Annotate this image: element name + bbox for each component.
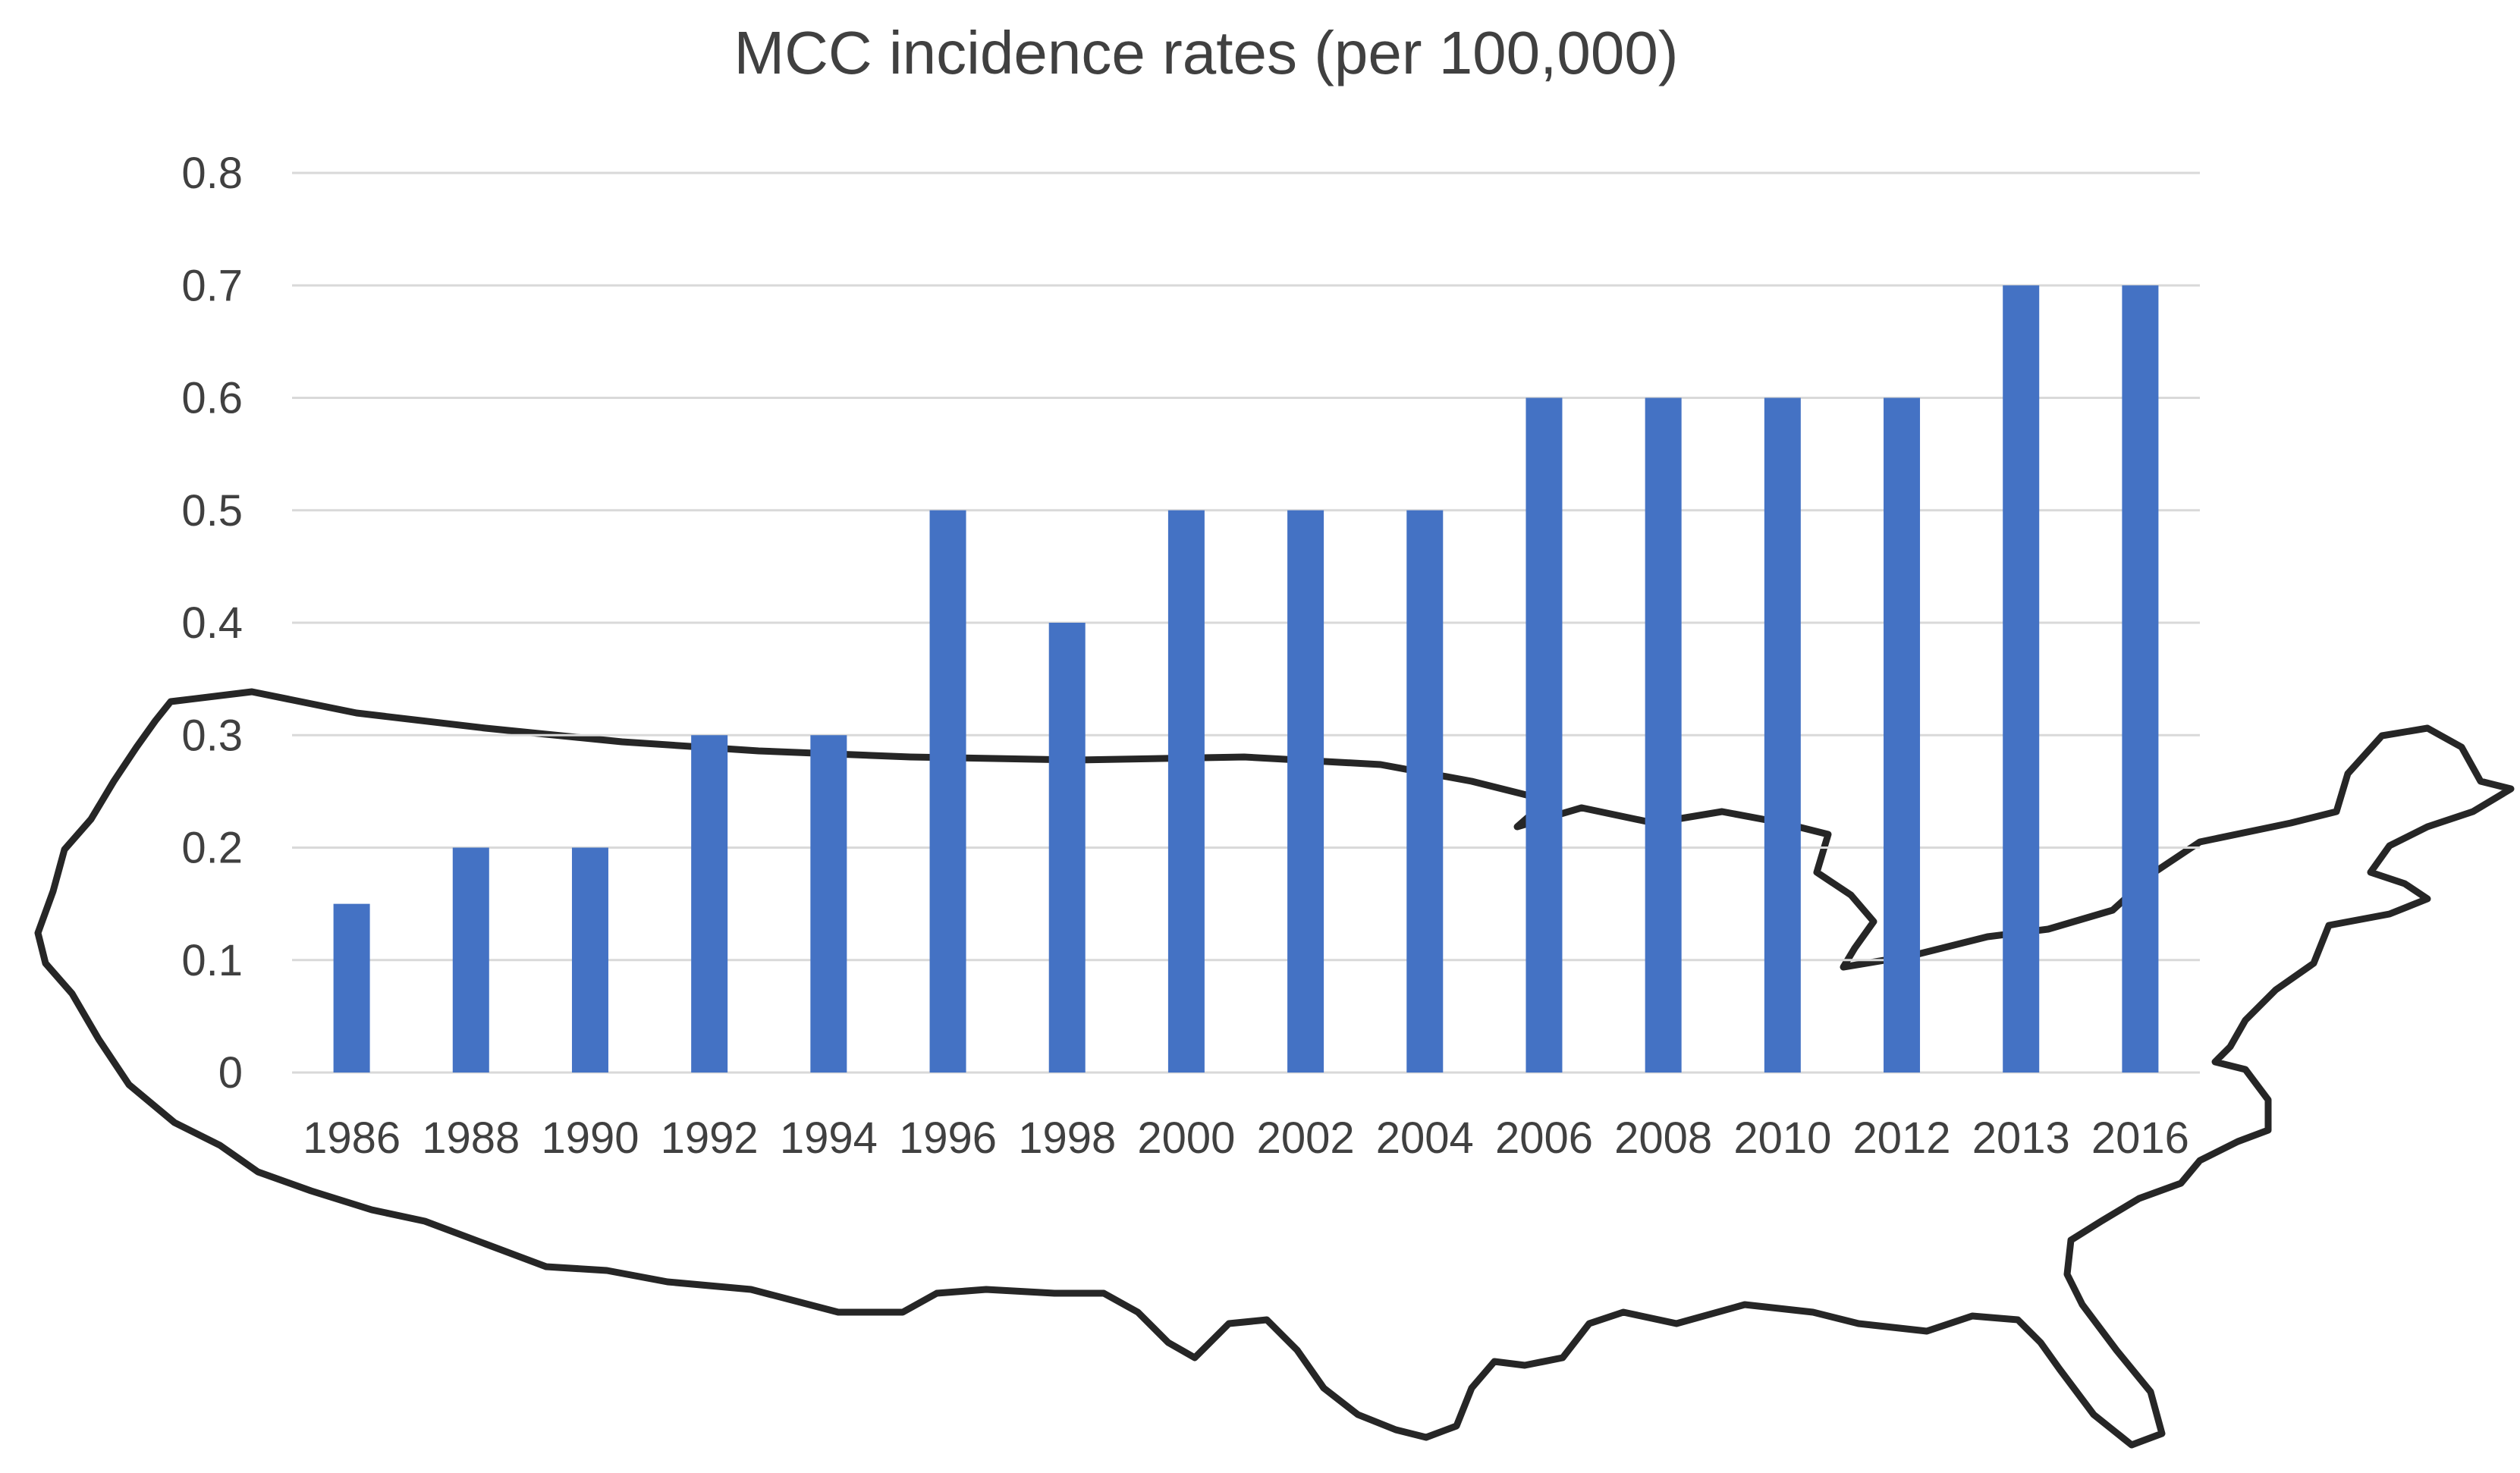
bars <box>333 285 2159 1073</box>
y-tick-label: 0.5 <box>181 486 243 535</box>
us-map-outline <box>34 688 2515 1449</box>
y-tick-label: 0.4 <box>181 598 243 648</box>
bar-1996 <box>929 510 966 1073</box>
x-tick-label: 2002 <box>1257 1113 1355 1163</box>
bar-2004 <box>1406 510 1444 1073</box>
x-tick-label: 2013 <box>1972 1113 2070 1163</box>
bar-1994 <box>810 735 847 1073</box>
bar-1988 <box>452 847 489 1073</box>
bar-2016 <box>2122 285 2159 1073</box>
bar-2012 <box>1884 397 1921 1073</box>
x-tick-label: 1998 <box>1018 1113 1116 1163</box>
x-tick-label: 2012 <box>1853 1113 1951 1163</box>
x-tick-label: 1990 <box>541 1113 639 1163</box>
x-tick-label: 2004 <box>1376 1113 1474 1163</box>
x-tick-label: 1992 <box>661 1113 759 1163</box>
x-tick-label: 1996 <box>899 1113 997 1163</box>
y-tick-label: 0.3 <box>181 711 243 760</box>
bar-2002 <box>1287 510 1324 1073</box>
x-tick-label: 2010 <box>1733 1113 1831 1163</box>
x-tick-label: 1994 <box>780 1113 878 1163</box>
bar-2006 <box>1526 397 1563 1073</box>
chart-title: MCC incidence rates (per 100,000) <box>734 19 1678 86</box>
x-tick-label: 1986 <box>303 1113 401 1163</box>
bar-1998 <box>1048 623 1086 1073</box>
y-tick-label: 0.8 <box>181 149 243 198</box>
bar-2008 <box>1645 397 1682 1073</box>
x-tick-label: 2000 <box>1137 1113 1235 1163</box>
bar-2013 <box>2003 285 2040 1073</box>
bar-1992 <box>691 735 728 1073</box>
bar-2000 <box>1167 510 1205 1073</box>
x-tick-label: 2008 <box>1614 1113 1712 1163</box>
y-tick-label: 0.1 <box>181 936 243 985</box>
x-tick-label: 1988 <box>422 1113 520 1163</box>
bar-1990 <box>571 847 608 1073</box>
y-tick-label: 0.2 <box>181 824 243 873</box>
bar-2010 <box>1764 397 1801 1073</box>
gridlines <box>292 171 2200 1074</box>
y-axis-ticks: 0 0.1 0.2 0.3 0.4 0.5 0.6 0.7 0.8 <box>181 149 243 1098</box>
x-axis-ticks: 1986 1988 1990 1992 1994 1996 1998 2000 2002 2004… <box>303 1113 2189 1163</box>
y-tick-label: 0 <box>218 1048 243 1098</box>
y-tick-label: 0.7 <box>181 261 243 310</box>
bar-1986 <box>333 903 370 1073</box>
x-tick-label: 2006 <box>1495 1113 1593 1163</box>
x-tick-label: 2016 <box>2091 1113 2189 1163</box>
y-tick-label: 0.6 <box>181 374 243 423</box>
